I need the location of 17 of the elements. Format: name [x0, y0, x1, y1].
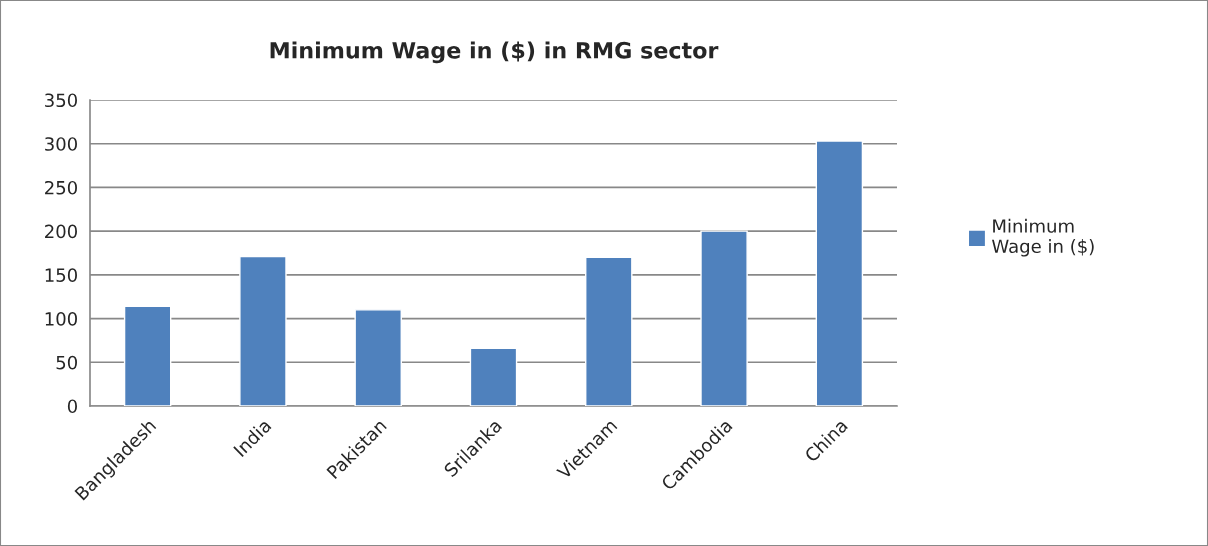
bar: [585, 256, 633, 406]
bar: [239, 255, 287, 406]
bar: [354, 309, 402, 406]
legend-label: Minimum Wage in ($): [992, 218, 1094, 257]
bar: [469, 347, 518, 406]
chart-title: Minimum Wage in ($) in RMG sector: [270, 41, 719, 64]
y-tick-label: 250: [45, 180, 77, 195]
y-tick-label: 0: [67, 399, 77, 414]
bar: [815, 140, 864, 406]
y-tick-label: 350: [45, 93, 77, 108]
y-tick-label: 150: [45, 268, 77, 282]
y-tick-label: 300: [45, 137, 77, 151]
y-tick-label: 100: [45, 312, 77, 326]
y-tick-label: 200: [45, 224, 77, 239]
bar: [123, 305, 172, 406]
bar: [700, 230, 748, 406]
y-tick-label: 50: [56, 355, 77, 370]
